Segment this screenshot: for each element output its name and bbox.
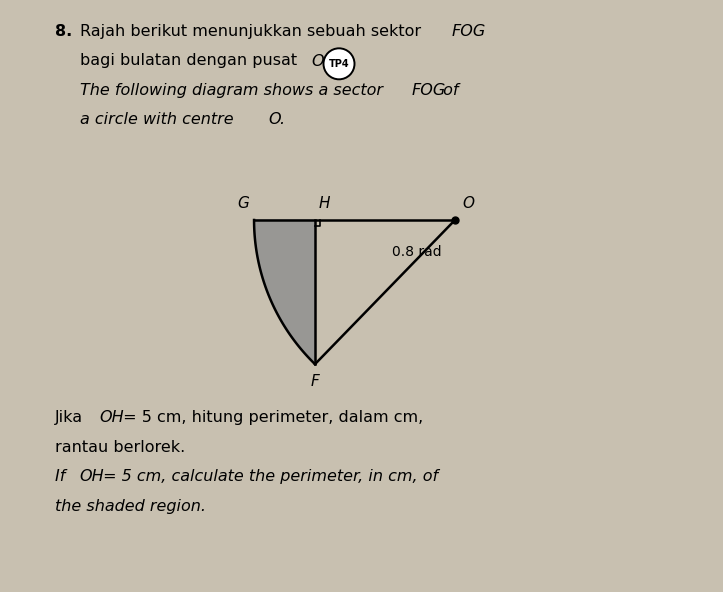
Text: = 5 cm, calculate the perimeter, in cm, of: = 5 cm, calculate the perimeter, in cm, … [98, 469, 439, 484]
Text: FOG: FOG [412, 83, 446, 98]
Text: O.: O. [311, 53, 328, 69]
Text: rantau berlorek.: rantau berlorek. [55, 439, 185, 455]
Text: F: F [311, 374, 320, 389]
Text: of: of [439, 83, 459, 98]
Text: OH: OH [79, 469, 103, 484]
Text: H: H [319, 196, 330, 211]
Text: a circle with centre: a circle with centre [80, 112, 239, 127]
Text: FOG: FOG [452, 24, 487, 39]
Text: Jika: Jika [55, 410, 88, 425]
Text: = 5 cm, hitung perimeter, dalam cm,: = 5 cm, hitung perimeter, dalam cm, [119, 410, 424, 425]
Text: G: G [237, 196, 249, 211]
Text: If: If [55, 469, 71, 484]
Text: 8.: 8. [55, 24, 72, 39]
Text: The following diagram shows a sector: The following diagram shows a sector [80, 83, 388, 98]
Text: O: O [462, 196, 474, 211]
Text: Rajah berikut menunjukkan sebuah sektor: Rajah berikut menunjukkan sebuah sektor [80, 24, 427, 39]
Text: OH: OH [99, 410, 124, 425]
Text: TP4: TP4 [329, 59, 349, 69]
Circle shape [323, 49, 354, 79]
Text: the shaded region.: the shaded region. [55, 498, 206, 513]
Text: O.: O. [268, 112, 286, 127]
Text: bagi bulatan dengan pusat: bagi bulatan dengan pusat [80, 53, 302, 69]
Polygon shape [254, 220, 315, 364]
Text: 0.8 rad: 0.8 rad [392, 245, 442, 259]
